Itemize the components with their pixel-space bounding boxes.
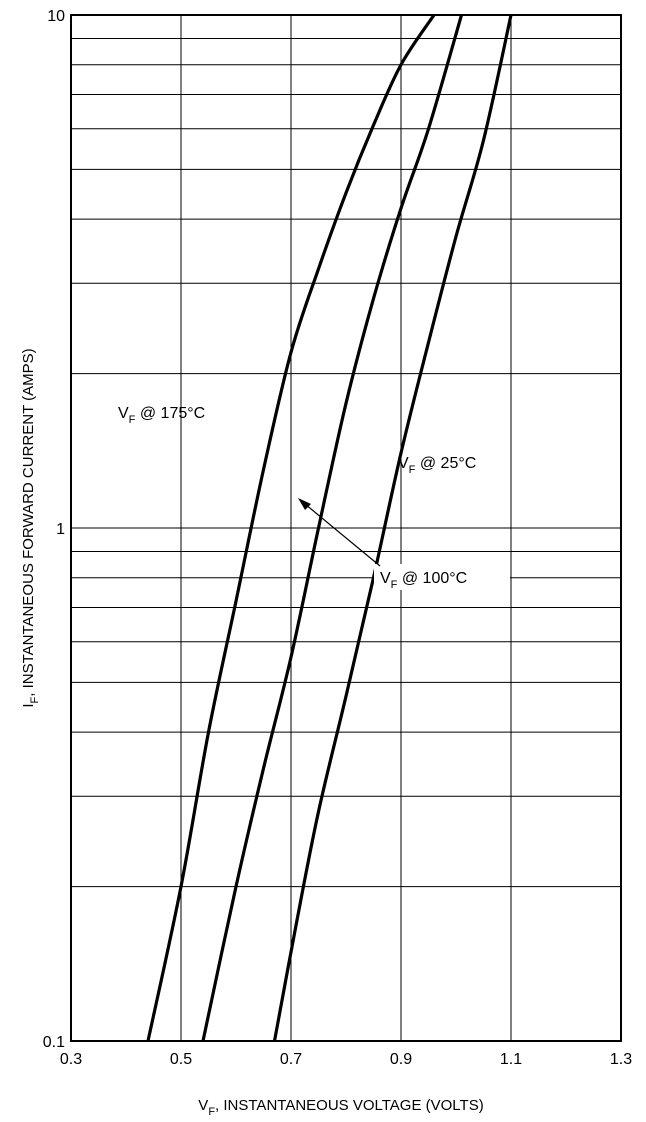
- tick-labels: 0.3 0.5 0.7 0.9 1.1 1.3 0.1 1 10: [43, 8, 632, 1068]
- chart-curves: [146, 14, 513, 1042]
- series-line-2: [272, 14, 513, 1042]
- x-tick-label: 1.3: [610, 1051, 632, 1068]
- series-label-100-backdrop: [374, 564, 510, 590]
- series-label-100: VF @ 100°C: [380, 570, 467, 591]
- y-tick-label: 0.1: [43, 1034, 65, 1051]
- series-label-100-arrowhead: [298, 498, 311, 510]
- series-label-100-leader: [304, 503, 381, 567]
- y-tick-label: 10: [47, 8, 65, 25]
- x-tick-label: 1.1: [500, 1051, 522, 1068]
- series-label-25: VF @ 25°C: [398, 455, 476, 476]
- series-line-1: [201, 14, 464, 1042]
- y-tick-label: 1: [56, 521, 65, 538]
- series-line-0: [146, 14, 436, 1042]
- x-tick-label: 0.5: [170, 1051, 192, 1068]
- x-tick-label: 0.7: [280, 1051, 302, 1068]
- x-tick-label: 0.9: [390, 1051, 412, 1068]
- plot-frame: [70, 14, 622, 1042]
- x-axis-title: VF, INSTANTANEOUS VOLTAGE (VOLTS): [198, 1097, 483, 1118]
- chart-grid: [71, 15, 621, 1041]
- series-label-175: VF @ 175°C: [118, 405, 205, 426]
- y-axis-title: IF, INSTANTANEOUS FORWARD CURRENT (AMPS): [20, 348, 41, 707]
- x-tick-label: 0.3: [60, 1051, 82, 1068]
